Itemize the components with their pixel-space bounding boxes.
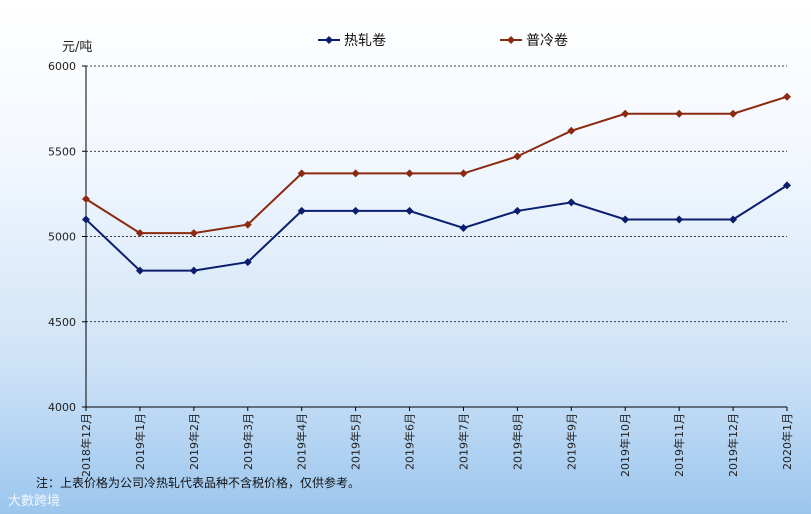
legend-label: 热轧卷 — [344, 33, 386, 49]
data-point — [297, 206, 306, 215]
data-point — [513, 206, 522, 215]
data-point — [351, 169, 360, 178]
legend-label: 普冷卷 — [526, 33, 568, 49]
series-group — [82, 92, 791, 275]
data-point — [405, 169, 414, 178]
data-point — [675, 215, 684, 224]
data-point — [82, 215, 90, 224]
x-tick-label: 2019年5月 — [349, 413, 363, 470]
y-tick-label: 4000 — [48, 401, 76, 414]
data-point — [82, 194, 90, 203]
y-axis-unit: 元/吨 — [62, 40, 92, 55]
x-tick-label: 2019年11月 — [672, 413, 686, 477]
y-tick-label: 4500 — [48, 316, 76, 329]
data-point — [729, 109, 738, 118]
data-point — [135, 266, 144, 275]
data-point — [675, 109, 684, 118]
data-point — [459, 223, 468, 232]
legend-marker — [325, 36, 333, 44]
x-tick-label: 2019年4月 — [295, 413, 309, 470]
y-axis-ticks: 4000 4500 5000 5500 6000 — [48, 60, 86, 414]
data-point — [243, 220, 252, 229]
data-point — [189, 229, 198, 238]
grid-lines — [86, 65, 787, 323]
legend: 热轧卷 普冷卷 — [318, 33, 568, 49]
data-point — [297, 169, 306, 178]
data-point — [621, 109, 630, 118]
data-point — [621, 215, 630, 224]
y-tick-label: 5000 — [48, 231, 76, 244]
data-point — [405, 206, 414, 215]
x-tick-label: 2019年12月 — [726, 413, 740, 477]
y-tick-label: 5500 — [48, 145, 76, 158]
data-point — [351, 206, 360, 215]
x-tick-label: 2019年3月 — [241, 413, 255, 470]
y-tick-label: 6000 — [48, 60, 76, 73]
data-point — [729, 215, 738, 224]
data-point — [783, 181, 791, 190]
x-tick-label: 2019年6月 — [403, 413, 417, 470]
data-point — [189, 266, 198, 275]
x-tick-label: 2019年7月 — [456, 413, 470, 470]
series-line — [85, 95, 788, 235]
data-point — [459, 169, 468, 178]
data-point — [783, 92, 791, 101]
data-point — [567, 198, 576, 207]
legend-marker — [507, 36, 515, 44]
series-line — [85, 184, 788, 272]
watermark: 大數跨境 — [8, 494, 61, 509]
x-tick-label: 2019年1月 — [133, 413, 147, 470]
x-tick-label: 2019年8月 — [510, 413, 524, 470]
data-point — [243, 258, 252, 267]
x-tick-label: 2020年1月 — [780, 413, 794, 470]
data-point — [513, 152, 522, 161]
x-tick-label: 2019年9月 — [564, 413, 578, 470]
data-point — [567, 126, 576, 135]
x-tick-label: 2019年2月 — [187, 413, 201, 470]
data-point — [135, 229, 144, 238]
footnote: 注：上表价格为公司冷热轧代表品种不含税价格，仅供参考。 — [36, 476, 361, 490]
x-tick-label: 2019年10月 — [618, 413, 632, 477]
x-axis-ticks: 2018年12月 2019年1月 2019年2月 2019年3月 2019年4月 2019… — [79, 407, 794, 477]
x-tick-label: 2018年12月 — [79, 413, 93, 477]
